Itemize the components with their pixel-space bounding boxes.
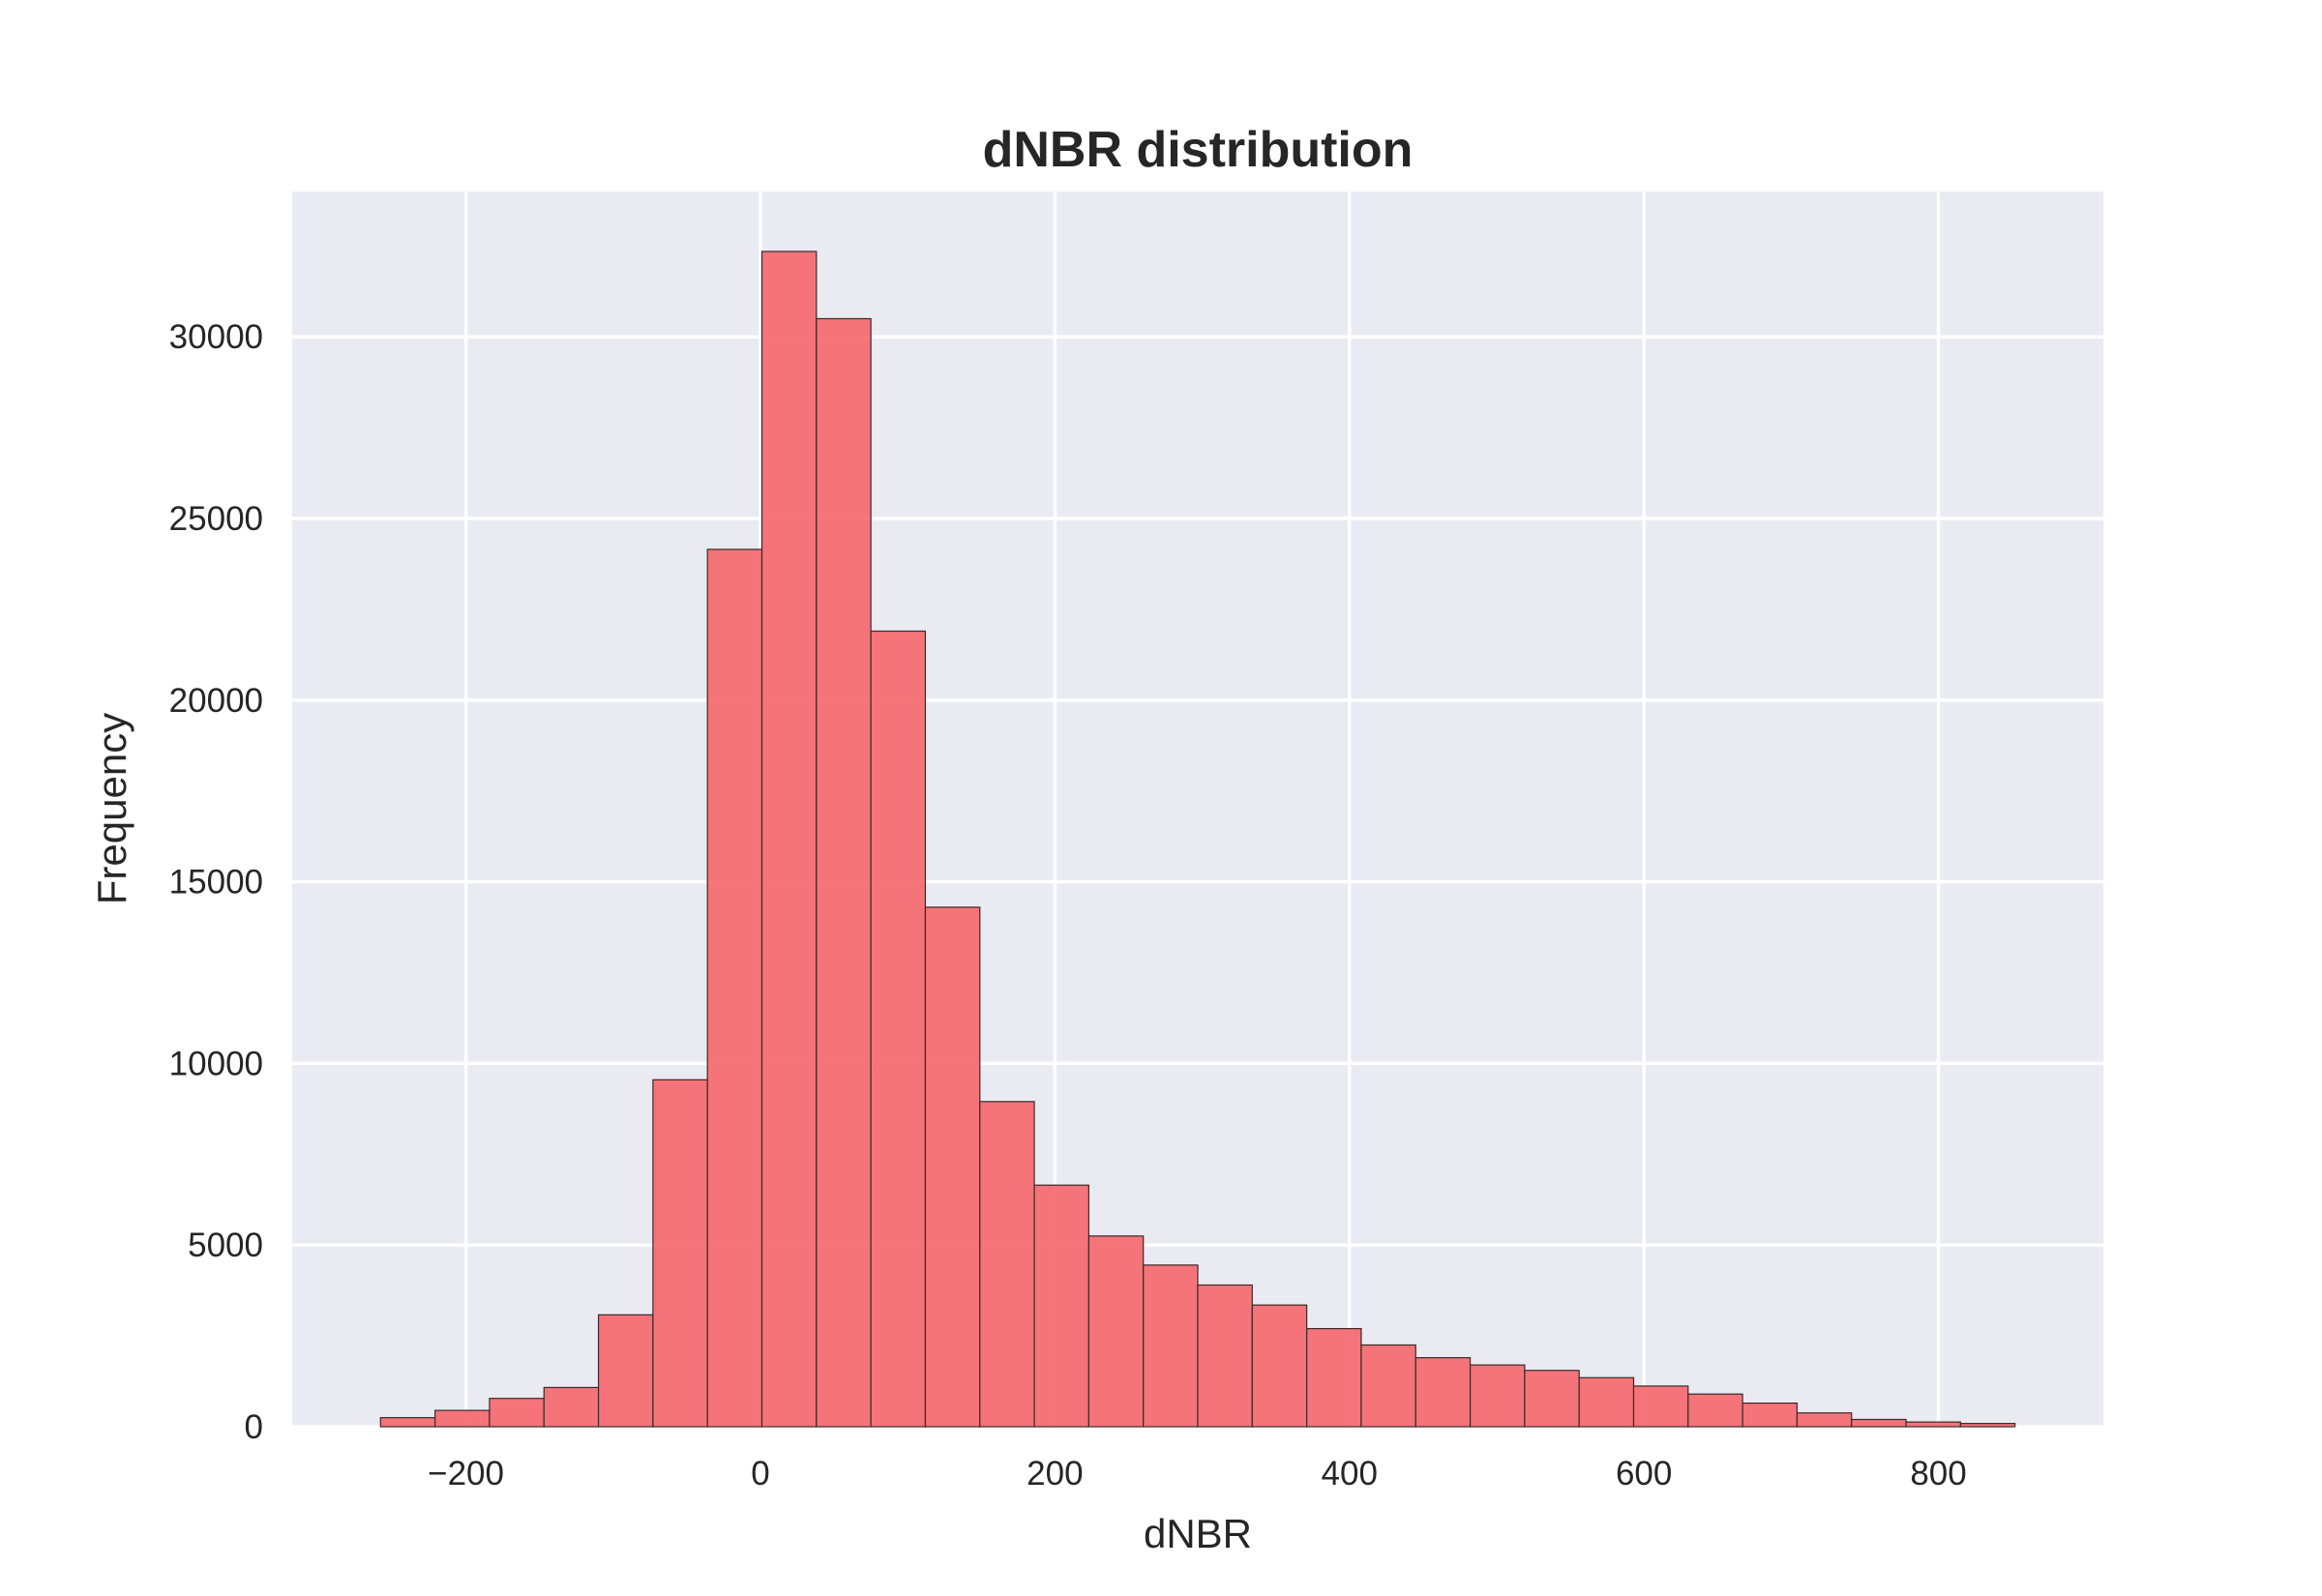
x-tick-label: 200 xyxy=(1027,1455,1083,1493)
histogram-bar xyxy=(434,1409,491,1428)
histogram-bar xyxy=(489,1398,545,1428)
x-axis-label: dNBR xyxy=(1144,1511,1252,1556)
histogram-bar xyxy=(870,630,927,1428)
histogram-bar xyxy=(1524,1370,1580,1428)
histogram-bar xyxy=(597,1314,654,1428)
histogram-bar xyxy=(1687,1393,1743,1428)
y-tick-label: 30000 xyxy=(169,318,263,356)
y-tick-label: 10000 xyxy=(169,1045,263,1082)
y-axis-label: Frequency xyxy=(89,713,134,904)
histogram-bar xyxy=(1796,1412,1853,1428)
histogram-bar xyxy=(543,1386,600,1428)
y-tick-label: 20000 xyxy=(169,682,263,720)
y-tick-label: 15000 xyxy=(169,864,263,901)
y-tick-label: 0 xyxy=(245,1408,263,1446)
y-tick-labels: 0 5000 10000 15000 20000 25000 30000 xyxy=(169,318,263,1446)
histogram-bar xyxy=(1851,1418,1907,1428)
x-tick-label: 600 xyxy=(1616,1455,1672,1493)
histogram-bar xyxy=(979,1101,1035,1428)
histogram-bar xyxy=(1905,1421,1961,1428)
histogram-bar xyxy=(379,1417,436,1428)
histogram-bar xyxy=(1087,1235,1145,1428)
plot-area xyxy=(292,192,2103,1427)
histogram-bar xyxy=(924,906,981,1428)
histogram-bar xyxy=(1632,1385,1689,1428)
histogram-bar xyxy=(816,317,872,1428)
y-tick-label: 25000 xyxy=(169,500,263,538)
histogram-bars xyxy=(379,251,2016,1428)
histogram-bar xyxy=(1959,1423,2016,1428)
x-tick-labels: −200 0 200 400 600 800 xyxy=(428,1455,1967,1493)
x-tick-label: 0 xyxy=(751,1455,769,1493)
histogram-bar xyxy=(652,1079,708,1428)
histogram-bar xyxy=(1469,1364,1526,1428)
chart-title: dNBR distribution xyxy=(983,122,1414,178)
histogram-bar xyxy=(1143,1264,1199,1428)
histogram-bar xyxy=(1033,1184,1089,1428)
histogram-bar xyxy=(760,251,818,1428)
histogram-bar xyxy=(1742,1402,1799,1428)
histogram-bar xyxy=(1414,1357,1472,1428)
histogram-bar xyxy=(1306,1327,1362,1428)
x-tick-label: 800 xyxy=(1910,1455,1966,1493)
x-tick-label: −200 xyxy=(428,1455,504,1493)
x-tick-label: 400 xyxy=(1322,1455,1378,1493)
histogram-bar xyxy=(706,548,763,1428)
histogram-bar xyxy=(1360,1344,1416,1428)
grid-lines xyxy=(292,192,2103,1429)
histogram-bar xyxy=(1578,1376,1635,1428)
histogram-bar xyxy=(1251,1304,1308,1428)
y-tick-label: 5000 xyxy=(188,1227,263,1264)
histogram-bar xyxy=(1197,1284,1253,1428)
